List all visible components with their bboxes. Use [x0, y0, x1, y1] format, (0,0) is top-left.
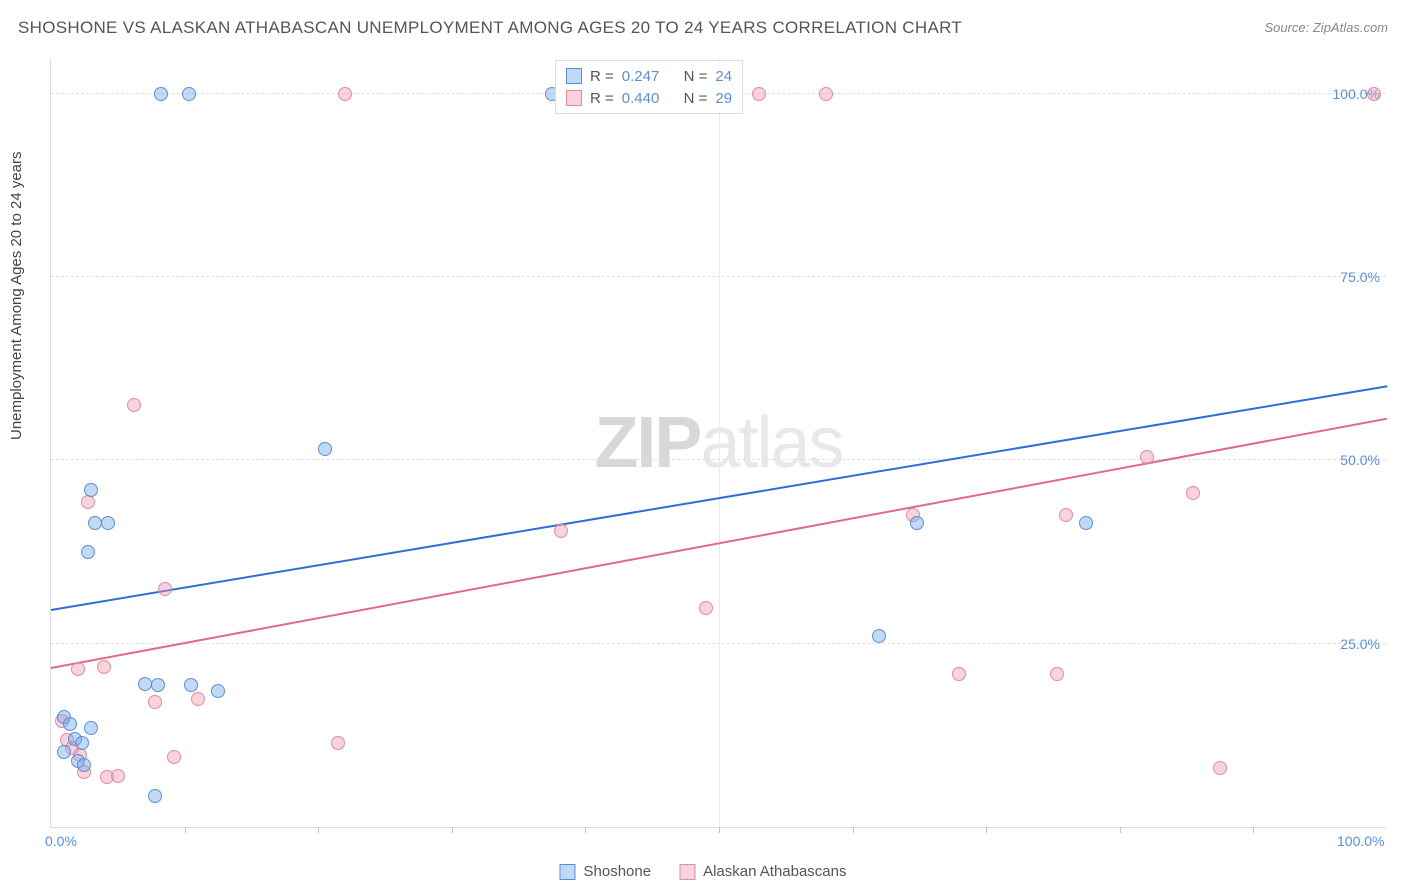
watermark-bold: ZIP — [594, 403, 700, 483]
scatter-point-athabascans — [71, 662, 85, 676]
scatter-point-athabascans — [554, 524, 568, 538]
chart-container: SHOSHONE VS ALASKAN ATHABASCAN UNEMPLOYM… — [0, 0, 1406, 892]
x-minor-tick — [318, 827, 319, 833]
legend-item-athabascans: Alaskan Athabascans — [679, 863, 846, 880]
y-tick-label: 50.0% — [1340, 452, 1380, 468]
x-minor-tick — [452, 827, 453, 833]
n-label-2: N = — [684, 90, 708, 107]
scatter-point-shoshone — [88, 516, 102, 530]
scatter-point-athabascans — [952, 667, 966, 681]
title-bar: SHOSHONE VS ALASKAN ATHABASCAN UNEMPLOYM… — [18, 18, 1388, 44]
scatter-point-athabascans — [819, 87, 833, 101]
scatter-point-shoshone — [57, 745, 71, 759]
legend-row-1: R = 0.247 N = 24 — [566, 65, 732, 87]
legend-swatch-athabascans — [679, 864, 695, 880]
scatter-point-shoshone — [154, 87, 168, 101]
scatter-point-shoshone — [84, 721, 98, 735]
scatter-point-athabascans — [167, 750, 181, 764]
scatter-point-shoshone — [910, 516, 924, 530]
scatter-point-athabascans — [338, 87, 352, 101]
chart-title: SHOSHONE VS ALASKAN ATHABASCAN UNEMPLOYM… — [18, 18, 962, 37]
scatter-point-athabascans — [81, 495, 95, 509]
scatter-point-shoshone — [81, 545, 95, 559]
legend-swatch-series1 — [566, 68, 582, 84]
scatter-point-shoshone — [211, 684, 225, 698]
legend-series: Shoshone Alaskan Athabascans — [560, 863, 847, 880]
scatter-point-athabascans — [1050, 667, 1064, 681]
y-tick-label: 25.0% — [1340, 636, 1380, 652]
watermark-light: atlas — [700, 403, 842, 483]
x-minor-tick — [986, 827, 987, 833]
scatter-point-shoshone — [138, 677, 152, 691]
x-tick-label: 0.0% — [45, 833, 77, 849]
scatter-point-athabascans — [148, 695, 162, 709]
x-tick-label: 100.0% — [1337, 833, 1384, 849]
legend-item-shoshone: Shoshone — [560, 863, 652, 880]
scatter-point-athabascans — [1059, 508, 1073, 522]
n-value-1: 24 — [715, 68, 732, 85]
legend-label-athabascans: Alaskan Athabascans — [703, 863, 846, 880]
scatter-point-athabascans — [191, 692, 205, 706]
scatter-point-athabascans — [331, 736, 345, 750]
scatter-point-shoshone — [1079, 516, 1093, 530]
scatter-point-shoshone — [151, 678, 165, 692]
x-minor-tick — [719, 827, 720, 833]
scatter-point-shoshone — [872, 629, 886, 643]
x-minor-tick — [853, 827, 854, 833]
x-minor-tick — [585, 827, 586, 833]
scatter-point-athabascans — [752, 87, 766, 101]
scatter-point-shoshone — [148, 789, 162, 803]
scatter-point-athabascans — [97, 660, 111, 674]
r-value-1: 0.247 — [622, 68, 660, 85]
legend-swatch-shoshone — [560, 864, 576, 880]
scatter-point-athabascans — [158, 582, 172, 596]
scatter-point-shoshone — [318, 442, 332, 456]
scatter-point-shoshone — [63, 717, 77, 731]
r-label-2: R = — [590, 90, 614, 107]
scatter-point-shoshone — [101, 516, 115, 530]
scatter-point-shoshone — [184, 678, 198, 692]
y-axis-label: Unemployment Among Ages 20 to 24 years — [8, 151, 25, 440]
scatter-point-athabascans — [1367, 87, 1381, 101]
scatter-point-athabascans — [1186, 486, 1200, 500]
y-tick-label: 75.0% — [1340, 269, 1380, 285]
scatter-point-shoshone — [75, 736, 89, 750]
chart-source: Source: ZipAtlas.com — [1264, 20, 1388, 35]
scatter-point-shoshone — [77, 758, 91, 772]
x-minor-tick — [1120, 827, 1121, 833]
n-label-1: N = — [684, 68, 708, 85]
scatter-point-athabascans — [127, 398, 141, 412]
scatter-point-athabascans — [699, 601, 713, 615]
plot-area: ZIPatlas 25.0%50.0%75.0%100.0%0.0%100.0% — [50, 58, 1386, 828]
scatter-point-athabascans — [1140, 450, 1154, 464]
x-minor-tick — [1253, 827, 1254, 833]
x-minor-tick — [185, 827, 186, 833]
scatter-point-athabascans — [1213, 761, 1227, 775]
legend-label-shoshone: Shoshone — [584, 863, 652, 880]
legend-correlation: R = 0.247 N = 24 R = 0.440 N = 29 — [555, 60, 743, 114]
legend-row-2: R = 0.440 N = 29 — [566, 87, 732, 109]
gridline-v — [719, 58, 720, 827]
legend-swatch-series2 — [566, 90, 582, 106]
scatter-point-shoshone — [84, 483, 98, 497]
r-label-1: R = — [590, 68, 614, 85]
n-value-2: 29 — [715, 90, 732, 107]
scatter-point-shoshone — [182, 87, 196, 101]
r-value-2: 0.440 — [622, 90, 660, 107]
scatter-point-athabascans — [111, 769, 125, 783]
